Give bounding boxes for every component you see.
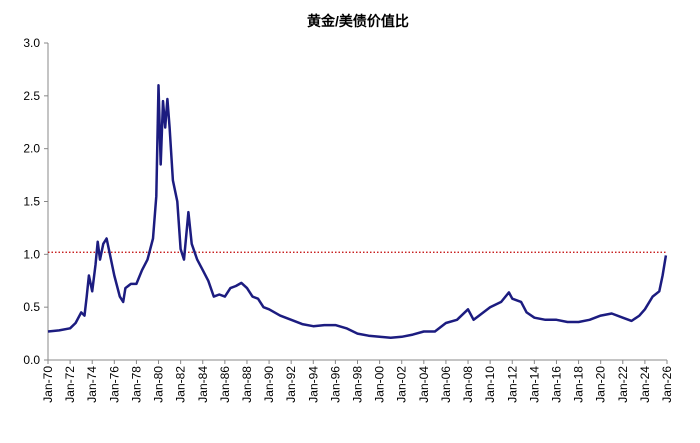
chart-title: 黄金/美债价值比 — [307, 13, 409, 29]
x-tick-label: Jan-18 — [572, 366, 586, 403]
y-tick-label: 2.5 — [23, 89, 40, 103]
x-tick-label: Jan-84 — [196, 366, 210, 403]
x-tick-label: Jan-12 — [505, 366, 519, 403]
x-tick-label: Jan-00 — [373, 366, 387, 403]
x-tick-label: Jan-08 — [461, 366, 475, 403]
x-tick-label: Jan-76 — [107, 366, 121, 403]
x-tick-label: Jan-06 — [439, 366, 453, 403]
y-tick-label: 3.0 — [23, 36, 40, 50]
x-tick-label: Jan-78 — [129, 366, 143, 403]
x-tick-label: Jan-14 — [527, 366, 541, 403]
x-tick-label: Jan-94 — [306, 366, 320, 403]
data-line — [47, 84, 668, 340]
x-tick-label: Jan-02 — [395, 366, 409, 403]
x-tick-label: Jan-82 — [174, 366, 188, 403]
y-tick-label: 1.5 — [23, 195, 40, 209]
y-tick-label: 1.0 — [23, 247, 40, 261]
x-tick-label: Jan-24 — [638, 366, 652, 403]
x-tick-label: Jan-96 — [328, 366, 342, 403]
x-tick-label: Jan-70 — [41, 366, 55, 403]
y-tick-label: 0.0 — [23, 353, 40, 367]
x-tick-label: Jan-72 — [63, 366, 77, 403]
x-tick-label: Jan-04 — [417, 366, 431, 403]
x-tick-label: Jan-10 — [483, 366, 497, 403]
x-tick-label: Jan-20 — [594, 366, 608, 403]
x-tick-label: Jan-98 — [351, 366, 365, 403]
x-tick-label: Jan-22 — [616, 366, 630, 403]
x-tick-label: Jan-26 — [660, 366, 674, 403]
y-tick-label: 2.0 — [23, 142, 40, 156]
y-tick-label: 0.5 — [23, 300, 40, 314]
x-tick-label: Jan-16 — [549, 366, 563, 403]
x-tick-label: Jan-74 — [85, 366, 99, 403]
x-tick-label: Jan-90 — [262, 366, 276, 403]
x-tick-label: Jan-86 — [218, 366, 232, 403]
x-tick-label: Jan-88 — [240, 366, 254, 403]
x-tick-label: Jan-92 — [284, 366, 298, 403]
x-tick-label: Jan-80 — [152, 366, 166, 403]
